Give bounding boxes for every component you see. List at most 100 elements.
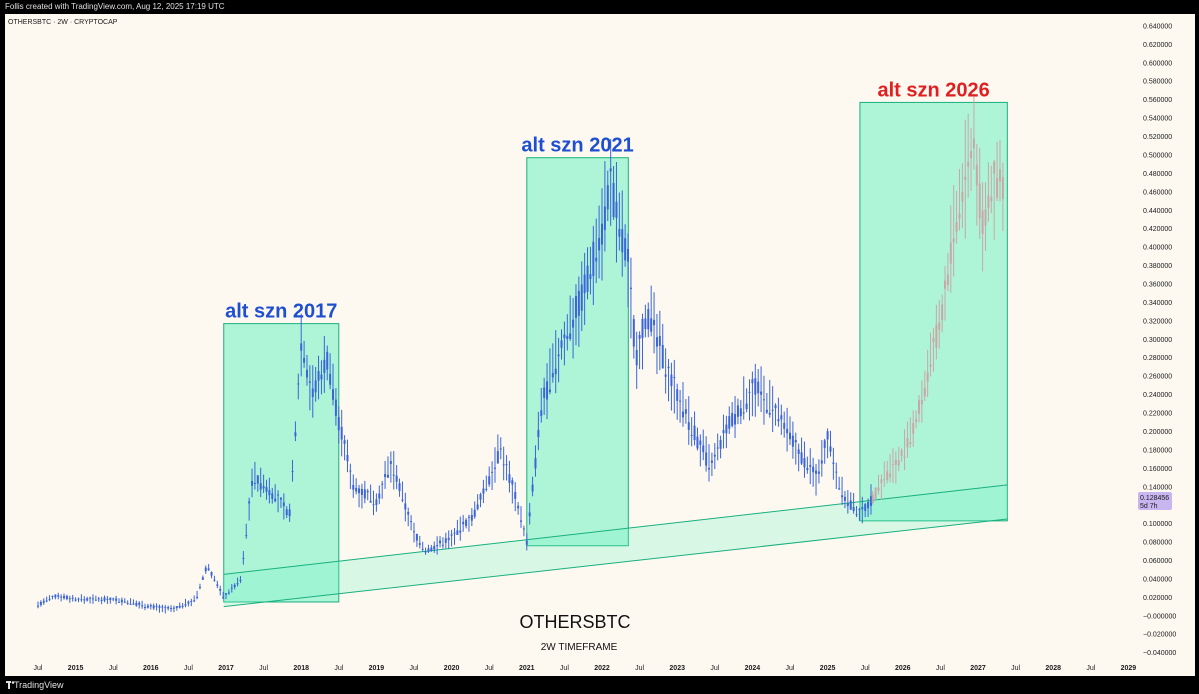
projection-candle	[917, 400, 920, 414]
x-tick-label: Jul	[109, 665, 118, 672]
candle	[462, 521, 465, 525]
projection-candle	[978, 183, 981, 219]
projection-candle	[990, 197, 993, 202]
projection-candle	[935, 324, 938, 348]
candle	[595, 257, 598, 262]
candle	[158, 606, 161, 608]
y-tick-label: 0.060000	[1143, 558, 1172, 565]
candle	[609, 168, 612, 172]
chart-svg[interactable]: alt szn 2017 alt szn 2021 alt szn 2026 0.6…	[5, 14, 1195, 676]
candle	[589, 274, 592, 279]
candle	[517, 505, 520, 509]
candle	[164, 607, 167, 609]
candle	[479, 494, 482, 500]
y-tick-label: 0.020000	[1143, 595, 1172, 602]
candle	[800, 452, 803, 464]
x-tick-label: 2019	[369, 665, 385, 672]
candle	[655, 337, 658, 347]
last-price: 0.128456	[1140, 495, 1169, 502]
credit-text: Follis created with TradingView.com, Aug…	[5, 2, 225, 11]
candle	[742, 412, 745, 414]
candle	[817, 471, 820, 474]
candle	[410, 521, 413, 523]
candle	[138, 602, 141, 605]
candle	[774, 405, 777, 409]
candle	[227, 592, 230, 594]
candle	[809, 464, 812, 467]
candle	[86, 598, 89, 601]
last-price-tag: 0.128456 5d 7h	[1138, 492, 1172, 510]
y-tick-label: 0.340000	[1143, 300, 1172, 307]
candle	[615, 201, 618, 218]
highlight-label: alt szn 2017	[225, 301, 337, 323]
candle	[624, 238, 627, 261]
candle	[843, 496, 846, 501]
projection-candle	[932, 337, 935, 343]
candle	[187, 601, 190, 604]
chart-panel[interactable]: alt szn 2017 alt szn 2021 alt szn 2026 0.6…	[5, 14, 1195, 676]
highlight-layer	[223, 101, 1008, 603]
candle	[436, 545, 439, 547]
candle	[363, 489, 366, 499]
candle	[256, 475, 259, 484]
candle	[864, 504, 867, 511]
candle	[739, 408, 742, 417]
y-tick-label: 0.300000	[1143, 337, 1172, 344]
candle	[91, 598, 94, 600]
candle	[499, 448, 502, 450]
candle	[360, 488, 363, 495]
candle	[343, 440, 346, 444]
candle	[83, 599, 86, 601]
candle	[415, 533, 418, 541]
channel-layer	[223, 484, 1008, 608]
candle	[109, 597, 112, 601]
y-tick-label: 0.640000	[1143, 23, 1172, 30]
candle	[794, 439, 797, 443]
candle	[352, 484, 355, 490]
candle	[710, 460, 713, 464]
projection-candle	[880, 479, 883, 483]
x-tick-label: Jul	[485, 665, 494, 672]
candle	[334, 399, 337, 416]
candle	[303, 357, 306, 363]
candle	[152, 605, 155, 609]
x-tick-label: 2016	[143, 665, 159, 672]
candle	[285, 509, 288, 516]
candle	[858, 509, 861, 511]
candle	[404, 503, 407, 510]
candle	[522, 528, 525, 530]
candle	[676, 389, 679, 401]
y-tick-label: 0.380000	[1143, 263, 1172, 270]
candle	[253, 482, 256, 484]
brand-name: TradingView	[14, 680, 64, 690]
highlight-box	[859, 101, 1008, 522]
x-tick-label: Jul	[861, 665, 870, 672]
candle	[505, 464, 508, 466]
candle	[551, 373, 554, 378]
candle	[39, 601, 42, 605]
candle	[829, 446, 832, 452]
candle	[566, 335, 569, 340]
candle	[381, 483, 384, 485]
x-tick-label: Jul	[786, 665, 795, 672]
candle	[97, 598, 100, 600]
x-tick-label: Jul	[184, 665, 193, 672]
candle	[606, 185, 609, 210]
candle	[803, 457, 806, 468]
candle	[673, 377, 676, 379]
projection-candle	[874, 487, 877, 499]
projection-candle	[972, 138, 975, 149]
projection-candle	[897, 460, 900, 466]
highlight-box	[526, 157, 629, 547]
candle	[178, 605, 181, 608]
candle	[647, 309, 650, 330]
x-tick-label: 2026	[895, 665, 911, 672]
candle	[126, 602, 129, 604]
channel-fill	[223, 484, 1008, 607]
candle	[291, 471, 294, 473]
y-tick-label: 0.480000	[1143, 171, 1172, 178]
projection-candle	[944, 280, 947, 289]
price-tag-bg	[1138, 492, 1172, 510]
y-tick-label: 0.500000	[1143, 152, 1172, 159]
candle	[754, 378, 757, 395]
